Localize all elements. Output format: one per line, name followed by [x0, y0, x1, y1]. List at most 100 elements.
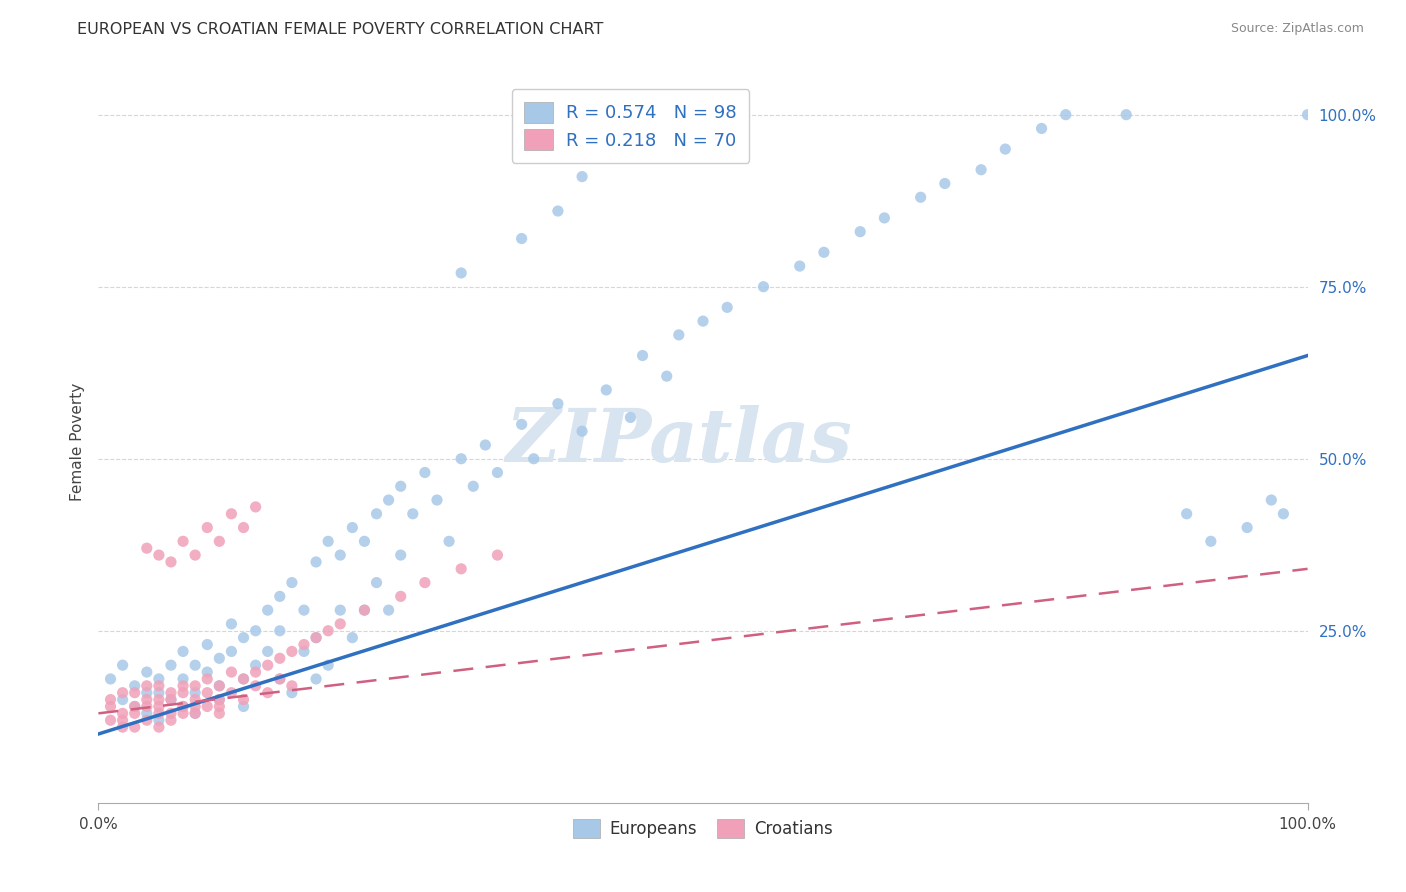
Point [510, 231, 533, 245]
Point [342, 631, 364, 645]
Point [269, 672, 291, 686]
Point [232, 672, 254, 686]
Point [172, 644, 194, 658]
Point [1260, 493, 1282, 508]
Point [160, 658, 183, 673]
Point [631, 349, 654, 363]
Point [111, 706, 134, 721]
Point [486, 548, 509, 562]
Point [148, 720, 170, 734]
Point [970, 162, 993, 177]
Point [148, 699, 170, 714]
Point [160, 686, 183, 700]
Y-axis label: Female Poverty: Female Poverty [69, 383, 84, 500]
Point [100, 692, 122, 706]
Point [353, 603, 375, 617]
Point [1031, 121, 1053, 136]
Point [195, 699, 218, 714]
Point [208, 706, 231, 721]
Point [184, 658, 207, 673]
Point [148, 686, 170, 700]
Point [256, 644, 278, 658]
Point [281, 644, 304, 658]
Point [208, 679, 231, 693]
Point [668, 327, 690, 342]
Point [316, 624, 339, 638]
Point [292, 603, 315, 617]
Point [281, 679, 304, 693]
Point [366, 507, 388, 521]
Point [124, 699, 146, 714]
Point [135, 541, 157, 556]
Point [195, 638, 218, 652]
Point [474, 438, 496, 452]
Point [316, 658, 339, 673]
Point [523, 451, 546, 466]
Text: EUROPEAN VS CROATIAN FEMALE POVERTY CORRELATION CHART: EUROPEAN VS CROATIAN FEMALE POVERTY CORR… [77, 22, 603, 37]
Point [1175, 507, 1198, 521]
Point [135, 665, 157, 679]
Point [716, 301, 738, 315]
Point [849, 225, 872, 239]
Point [135, 713, 157, 727]
Point [195, 665, 218, 679]
Point [292, 644, 315, 658]
Point [910, 190, 932, 204]
Point [269, 672, 291, 686]
Point [172, 679, 194, 693]
Point [402, 507, 425, 521]
Point [450, 266, 472, 280]
Point [256, 686, 278, 700]
Point [124, 720, 146, 734]
Text: Source: ZipAtlas.com: Source: ZipAtlas.com [1230, 22, 1364, 36]
Point [305, 672, 328, 686]
Point [1199, 534, 1222, 549]
Point [184, 706, 207, 721]
Point [269, 590, 291, 604]
Point [100, 672, 122, 686]
Point [148, 672, 170, 686]
Point [160, 713, 183, 727]
Point [160, 706, 183, 721]
Point [135, 699, 157, 714]
Point [208, 679, 231, 693]
Point [329, 548, 352, 562]
Point [463, 479, 485, 493]
Point [208, 699, 231, 714]
Point [195, 672, 218, 686]
Point [450, 451, 472, 466]
Point [195, 520, 218, 534]
Point [547, 397, 569, 411]
Point [413, 575, 436, 590]
Point [232, 520, 254, 534]
Point [148, 679, 170, 693]
Point [655, 369, 678, 384]
Point [377, 493, 399, 508]
Point [148, 713, 170, 727]
Point [547, 204, 569, 219]
Point [316, 534, 339, 549]
Point [281, 686, 304, 700]
Point [124, 679, 146, 693]
Point [208, 651, 231, 665]
Point [692, 314, 714, 328]
Point [1115, 108, 1137, 122]
Point [148, 706, 170, 721]
Point [232, 699, 254, 714]
Point [329, 603, 352, 617]
Point [873, 211, 896, 225]
Point [172, 534, 194, 549]
Point [510, 417, 533, 432]
Point [172, 699, 194, 714]
Point [221, 616, 243, 631]
Point [184, 699, 207, 714]
Point [437, 534, 460, 549]
Point [111, 692, 134, 706]
Point [221, 686, 243, 700]
Point [934, 177, 956, 191]
Point [269, 651, 291, 665]
Point [1272, 507, 1295, 521]
Point [172, 706, 194, 721]
Point [148, 548, 170, 562]
Point [281, 575, 304, 590]
